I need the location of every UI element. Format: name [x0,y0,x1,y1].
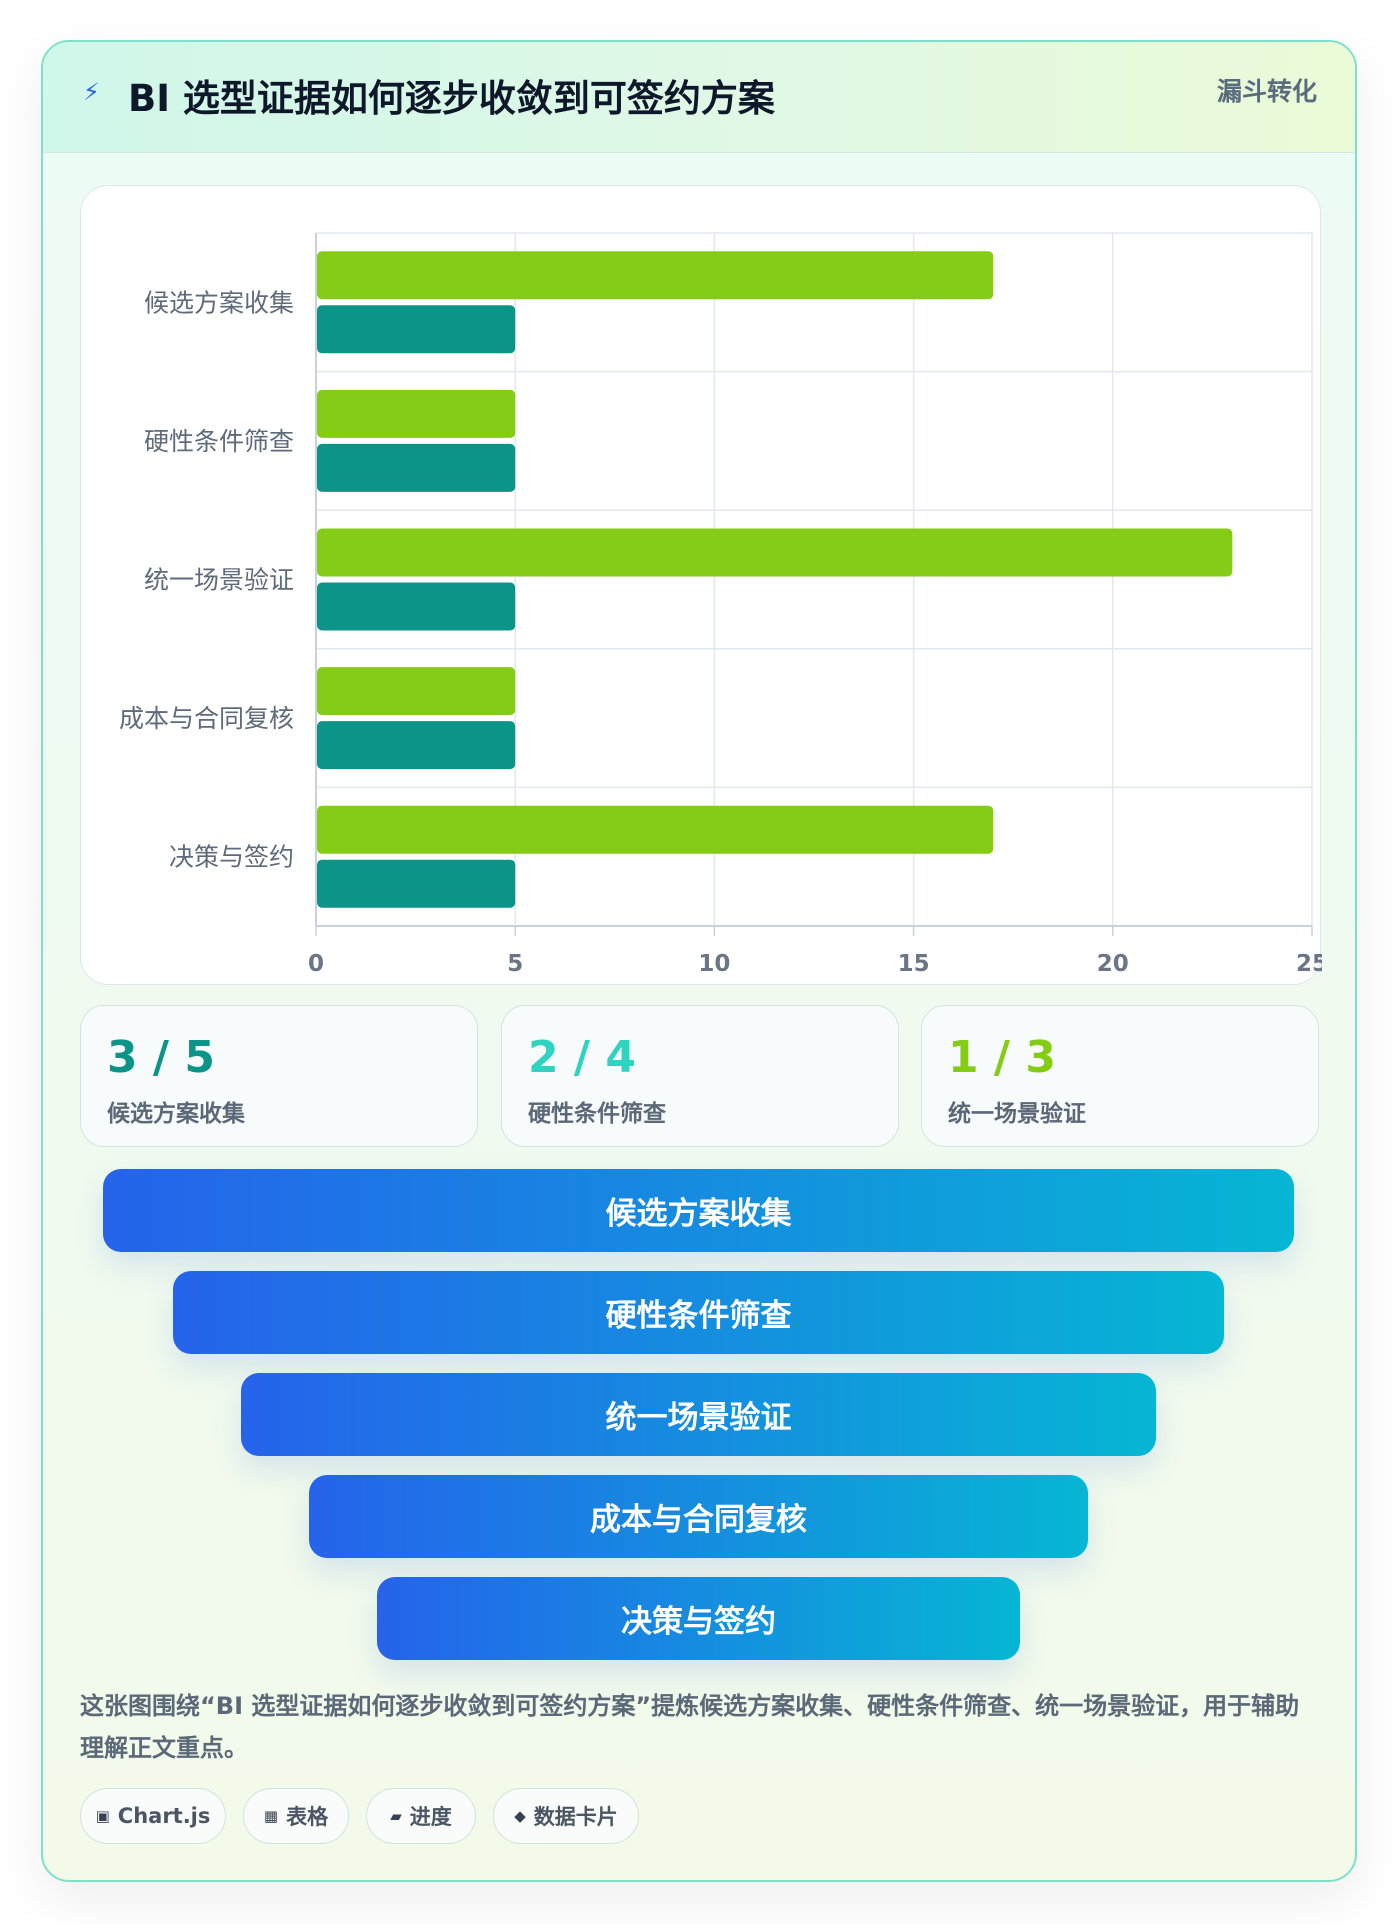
infographic-card: ⚡ BI 选型证据如何逐步收敛到可签约方案 漏斗转化 候选方案收集 硬性条件筛查统… [41,40,1357,1882]
chip-chartjs[interactable]: ▣ Chart.js [80,1788,226,1844]
bar-series2-2 [317,443,516,492]
stat-value: 1 / 3 [948,1032,1056,1083]
bar-series2-5 [317,859,516,908]
chip-table[interactable]: ▦ 表格 [243,1788,349,1844]
stat-label: 硬性条件筛查 [528,1101,666,1127]
stat-label: 统一场景验证 [948,1101,1086,1127]
stat-card-3: 1 / 3 统一场景验证 [921,1005,1319,1147]
table-icon: ▦ [263,1807,279,1825]
summary-text: 这张图围绕“BI 选型证据如何逐步收敛到可签约方案”提炼候选方案收集、硬性条件筛… [80,1692,1300,1762]
chip-label: 数据卡片 [533,1805,618,1829]
category-label-2: 硬性条件筛查 [144,427,294,456]
x-tick-label-4: 20 [1097,951,1129,977]
bar-series2-3 [317,582,516,631]
stat-label: 候选方案收集 [107,1101,245,1127]
chip-data-card[interactable]: ◆ 数据卡片 [493,1788,639,1844]
funnel-stage-1: 候选方案收集 [103,1169,1294,1252]
chart-type-tag: 漏斗转化 [1216,77,1317,106]
funnel-stage-4: 成本与合同复核 [309,1475,1088,1558]
category-label-4: 成本与合同复核 [119,704,294,733]
stat-value: 2 / 4 [528,1032,636,1083]
bar-series1-1 [317,251,994,300]
bar-series1-4 [317,667,516,716]
category-label-5: 决策与签约 [169,843,294,872]
bar-series1-5 [317,805,994,854]
x-tick-label-0: 0 [308,951,324,977]
funnel-stage-5: 决策与签约 [377,1577,1020,1660]
card-header: ⚡ BI 选型证据如何逐步收敛到可签约方案 漏斗转化 [43,42,1355,153]
stat-card-2: 2 / 4 硬性条件筛查 [501,1005,899,1147]
bar-series1-2 [317,389,516,438]
chip-progress[interactable]: ▰ 进度 [366,1788,476,1844]
page-title: BI 选型证据如何逐步收敛到可签约方案 [128,77,775,120]
category-label-1: 候选方案收集 [144,288,294,317]
funnel-stage-3: 统一场景验证 [241,1373,1156,1456]
x-tick-label-3: 15 [898,951,930,977]
x-tick-label-5: 25 [1296,951,1322,977]
bar-series1-3 [317,528,1233,577]
square-icon: ▣ [95,1807,110,1825]
x-tick-label-1: 5 [507,951,523,977]
chip-label: Chart.js [117,1804,211,1828]
stat-card-1: 3 / 5 候选方案收集 [80,1005,478,1147]
funnel-stage-2: 硬性条件筛查 [173,1271,1224,1354]
lightning-icon: ⚡ [83,78,100,106]
stat-value: 3 / 5 [107,1032,215,1083]
chip-label: 进度 [409,1805,452,1829]
category-label-3: 统一场景验证 [144,566,294,595]
x-tick-label-2: 10 [698,951,730,977]
bar-series2-4 [317,721,516,770]
progress-icon: ▰ [390,1807,402,1825]
diamond-icon: ◆ [514,1807,526,1825]
chip-label: 表格 [286,1805,329,1829]
bar-series2-1 [317,305,516,354]
